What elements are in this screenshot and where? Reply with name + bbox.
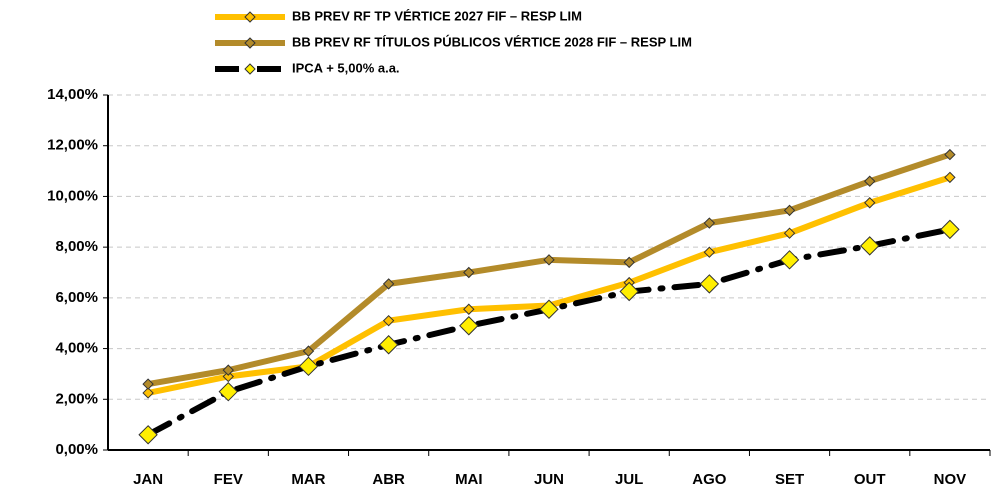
marker [244,37,256,49]
marker [944,171,956,184]
marker [543,254,555,266]
marker [244,63,256,75]
marker [142,378,154,390]
y-tick-label: 2,00% [55,390,98,407]
x-tick-label: SET [775,471,804,488]
marker [142,387,154,399]
marker [619,281,639,302]
x-tick-label: MAI [455,471,483,488]
marker [382,278,395,290]
marker [864,175,876,187]
legend: BB PREV RF TP VÉRTICE 2027 FIF – RESP LI… [215,8,692,75]
x-tick-label: JUN [534,471,564,488]
marker [703,246,716,258]
marker [783,227,796,239]
marker [459,316,479,336]
y-tick-label: 0,00% [55,441,98,458]
marker [302,345,315,357]
y-tick-label: 12,00% [47,137,98,154]
marker [222,364,234,376]
legend-label: BB PREV RF TÍTULOS PÚBLICOS VÉRTICE 2028… [292,34,692,49]
marker [944,148,956,161]
marker [699,274,720,294]
x-tick-label: JUL [615,471,643,488]
legend-label: BB PREV RF TP VÉRTICE 2027 FIF – RESP LI… [292,8,582,23]
marker [382,314,395,327]
x-tick-label: AGO [692,471,727,488]
legend-label: IPCA + 5,00% a.a. [292,60,400,75]
x-tick-label: OUT [854,471,886,488]
marker [218,381,238,402]
x-tick-label: NOV [934,471,967,488]
marker [864,197,876,209]
series [142,148,956,390]
y-tick-label: 8,00% [55,238,98,255]
y-tick-label: 4,00% [55,340,98,357]
marker [244,11,256,23]
marker [783,204,796,217]
y-tick-label: 10,00% [47,187,98,204]
x-tick-label: JAN [133,471,163,488]
x-tick-label: FEV [214,471,243,488]
x-tick-label: MAR [291,471,325,488]
marker [378,335,399,355]
marker [463,303,475,315]
marker [539,299,559,319]
marker [779,250,800,270]
y-tick-label: 14,00% [47,86,98,103]
marker [463,266,475,279]
marker [222,370,234,383]
marker [298,356,319,377]
series [138,219,960,445]
marker [940,219,960,240]
y-tick-label: 6,00% [55,289,98,306]
series-line [145,151,953,388]
x-tick-label: ABR [372,471,405,488]
marker [138,425,158,445]
marker [623,256,635,269]
marker [703,217,716,229]
marker [860,236,880,256]
